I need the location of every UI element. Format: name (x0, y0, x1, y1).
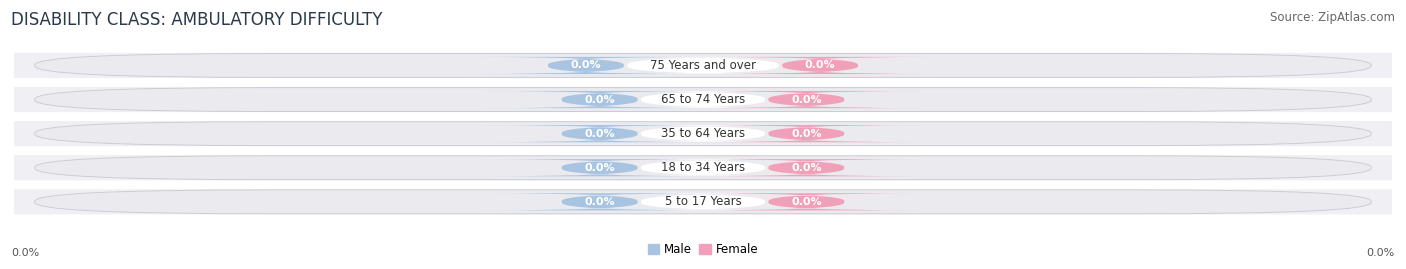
Text: 35 to 64 Years: 35 to 64 Years (661, 127, 745, 140)
Text: 0.0%: 0.0% (585, 129, 614, 139)
FancyBboxPatch shape (702, 57, 938, 74)
FancyBboxPatch shape (688, 91, 925, 108)
FancyBboxPatch shape (14, 53, 1392, 78)
FancyBboxPatch shape (623, 57, 783, 74)
FancyBboxPatch shape (688, 125, 925, 142)
FancyBboxPatch shape (35, 88, 1371, 111)
FancyBboxPatch shape (35, 54, 1371, 77)
FancyBboxPatch shape (609, 125, 797, 142)
FancyBboxPatch shape (688, 159, 925, 176)
FancyBboxPatch shape (468, 57, 704, 74)
Legend: Male, Female: Male, Female (643, 238, 763, 260)
Text: 0.0%: 0.0% (11, 248, 39, 258)
Text: 0.0%: 0.0% (585, 95, 614, 105)
FancyBboxPatch shape (35, 190, 1371, 214)
FancyBboxPatch shape (609, 91, 797, 108)
Text: 0.0%: 0.0% (792, 95, 821, 105)
Text: 0.0%: 0.0% (585, 197, 614, 207)
Text: DISABILITY CLASS: AMBULATORY DIFFICULTY: DISABILITY CLASS: AMBULATORY DIFFICULTY (11, 11, 382, 29)
Text: 0.0%: 0.0% (792, 129, 821, 139)
Text: 0.0%: 0.0% (571, 61, 602, 70)
Text: 0.0%: 0.0% (792, 197, 821, 207)
FancyBboxPatch shape (14, 87, 1392, 112)
Text: 0.0%: 0.0% (804, 61, 835, 70)
FancyBboxPatch shape (481, 193, 718, 210)
FancyBboxPatch shape (609, 159, 797, 176)
FancyBboxPatch shape (688, 193, 925, 210)
Text: 75 Years and over: 75 Years and over (650, 59, 756, 72)
Text: 0.0%: 0.0% (792, 163, 821, 173)
FancyBboxPatch shape (609, 193, 797, 210)
FancyBboxPatch shape (14, 189, 1392, 214)
Text: 0.0%: 0.0% (585, 163, 614, 173)
Text: 5 to 17 Years: 5 to 17 Years (665, 195, 741, 208)
Text: 0.0%: 0.0% (1367, 248, 1395, 258)
Text: 65 to 74 Years: 65 to 74 Years (661, 93, 745, 106)
FancyBboxPatch shape (35, 122, 1371, 146)
Text: 18 to 34 Years: 18 to 34 Years (661, 161, 745, 174)
Text: Source: ZipAtlas.com: Source: ZipAtlas.com (1270, 11, 1395, 24)
FancyBboxPatch shape (35, 156, 1371, 180)
FancyBboxPatch shape (14, 121, 1392, 146)
FancyBboxPatch shape (481, 125, 718, 142)
FancyBboxPatch shape (481, 91, 718, 108)
FancyBboxPatch shape (481, 159, 718, 176)
FancyBboxPatch shape (14, 155, 1392, 180)
